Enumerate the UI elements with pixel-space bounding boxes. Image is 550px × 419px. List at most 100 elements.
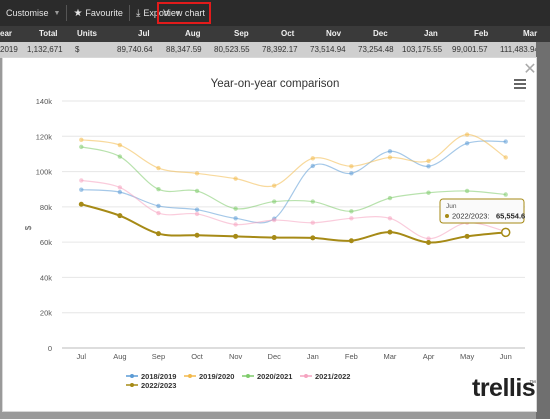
toolbar-divider (66, 5, 68, 21)
y-tick-label: 100k (36, 168, 53, 177)
data-point (156, 203, 161, 209)
table-cell: 73,514.94 (310, 45, 346, 54)
toolbar: Customise ▼ ★ Favourite ⤓ Export ▼ (0, 0, 550, 26)
data-point (310, 220, 315, 225)
customise-label: Customise (6, 8, 49, 18)
data-point (79, 178, 84, 183)
data-point (464, 132, 470, 137)
column-header[interactable]: Jan (424, 29, 438, 38)
table-cell: 111,483.94 (500, 45, 539, 54)
data-point (156, 210, 161, 216)
column-header[interactable]: Nov (326, 29, 342, 38)
data-point (310, 163, 315, 169)
x-tick-label: Oct (191, 352, 204, 361)
column-header[interactable]: Sep (234, 29, 249, 38)
y-tick-label: 120k (36, 132, 53, 141)
tooltip-series-label: 2022/2023: (452, 212, 490, 221)
data-point (117, 213, 123, 219)
data-point (117, 154, 123, 159)
data-point (233, 216, 238, 221)
data-point (503, 139, 508, 144)
column-header[interactable]: Feb (474, 29, 489, 38)
table-cell: 1,132,671 (27, 45, 63, 54)
data-point (78, 201, 84, 207)
view-chart-button[interactable]: View chart (157, 2, 211, 24)
column-header[interactable]: ear (0, 29, 13, 38)
y-tick-label: 60k (40, 238, 52, 247)
customise-button[interactable]: Customise ▼ (0, 0, 66, 26)
data-point (426, 158, 431, 164)
series-line (81, 133, 507, 188)
data-point (156, 187, 161, 192)
y-tick-label: 80k (40, 203, 52, 212)
data-point (426, 236, 431, 241)
data-point (272, 217, 277, 223)
data-point (464, 188, 470, 194)
legend-swatch-dot (130, 374, 134, 378)
data-point (117, 185, 123, 190)
legend-swatch-dot (246, 374, 250, 378)
grid-header: ear Total Units Jul Aug Sep Oct Nov Dec … (0, 26, 550, 42)
export-button[interactable]: ⤓ Export ▼ (130, 0, 187, 26)
chevron-down-icon: ▼ (53, 9, 61, 17)
x-tick-label: Jul (76, 352, 86, 361)
data-point (464, 233, 470, 239)
data-point (194, 207, 200, 212)
table-row[interactable]: 2019 1,132,671 $ 89,740.64 88,347.59 80,… (0, 42, 550, 58)
close-icon[interactable]: ✕ (523, 61, 537, 78)
column-header[interactable]: Aug (185, 29, 201, 38)
data-point (194, 171, 200, 176)
data-point (79, 144, 84, 150)
brand-logo: trellis (472, 374, 536, 403)
legend-item-label: 2019/2020 (199, 372, 234, 381)
data-point (387, 229, 393, 235)
x-tick-label: Feb (345, 352, 358, 361)
data-point (387, 195, 393, 201)
table-cell: 78,392.17 (262, 45, 298, 54)
legend-swatch-dot (304, 374, 308, 378)
hamburger-menu-icon[interactable] (514, 79, 526, 89)
x-tick-label: Apr (423, 352, 435, 361)
data-point (349, 209, 354, 214)
data-point (233, 222, 238, 227)
legend-swatch-dot (188, 374, 192, 378)
chart-modal (2, 57, 537, 412)
legend-swatch-dot (130, 383, 134, 387)
view-chart-label: View chart (163, 8, 205, 18)
column-header[interactable]: Mar (523, 29, 538, 38)
data-point (310, 199, 315, 204)
column-header[interactable]: Total (39, 29, 58, 38)
table-cell: 89,740.64 (117, 45, 153, 54)
data-point (348, 238, 354, 244)
tooltip (439, 198, 525, 224)
series-line (81, 203, 506, 244)
chevron-down-icon: ▼ (174, 9, 182, 17)
backdrop-strip (536, 42, 550, 419)
data-point (349, 171, 354, 176)
favourite-button[interactable]: ★ Favourite (67, 0, 129, 26)
data-point (272, 183, 277, 188)
data-point (194, 211, 200, 217)
data-point (233, 233, 239, 239)
column-header[interactable]: Oct (281, 29, 295, 38)
trademark-mark: ™ (529, 380, 536, 387)
column-header[interactable]: Units (77, 29, 97, 38)
data-point (117, 142, 123, 148)
star-icon: ★ (73, 7, 83, 19)
table-cell: 88,347.59 (166, 45, 202, 54)
data-point (271, 235, 277, 241)
toolbar-divider (128, 5, 130, 21)
data-point (349, 216, 354, 221)
y-axis-label: $ (24, 225, 33, 230)
data-point (79, 137, 84, 143)
x-tick-label: Jan (307, 352, 319, 361)
column-header[interactable]: Dec (373, 29, 388, 38)
data-point (387, 155, 393, 160)
data-point (155, 231, 161, 237)
column-header[interactable]: Jul (138, 29, 150, 38)
favourite-label: Favourite (85, 8, 123, 18)
table-cell: 80,523.55 (214, 45, 250, 54)
data-point (233, 176, 238, 181)
data-point (117, 189, 123, 195)
